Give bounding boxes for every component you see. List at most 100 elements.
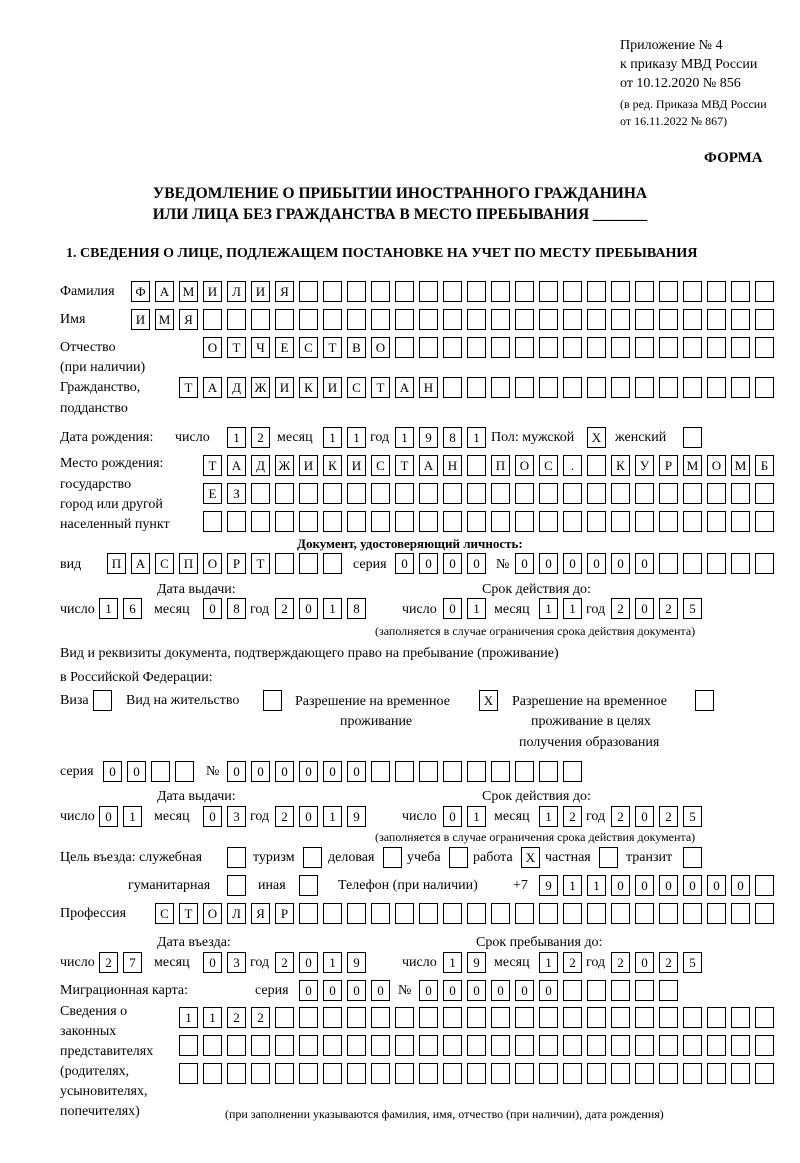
char-box[interactable] [299, 483, 318, 504]
char-box[interactable]: С [299, 337, 318, 358]
char-box[interactable]: 0 [539, 553, 558, 574]
char-box[interactable]: Р [275, 903, 294, 924]
char-box[interactable] [467, 337, 486, 358]
char-box[interactable] [371, 1063, 390, 1084]
char-box[interactable] [419, 761, 438, 782]
char-box[interactable] [563, 483, 582, 504]
char-box[interactable] [539, 1035, 558, 1056]
char-box[interactable] [251, 1035, 270, 1056]
char-box[interactable]: Т [251, 553, 270, 574]
char-box[interactable] [683, 377, 702, 398]
char-box[interactable]: А [227, 455, 246, 476]
char-box[interactable]: 0 [443, 806, 462, 827]
char-box[interactable] [587, 1063, 606, 1084]
char-box[interactable]: 9 [347, 806, 366, 827]
char-box[interactable]: Б [755, 455, 774, 476]
checkbox[interactable]: X [479, 690, 498, 711]
char-box[interactable] [179, 1063, 198, 1084]
checkbox[interactable] [695, 690, 714, 711]
char-box[interactable] [515, 309, 534, 330]
char-box[interactable] [299, 1035, 318, 1056]
char-box[interactable] [323, 309, 342, 330]
char-box[interactable] [563, 980, 582, 1001]
char-box[interactable] [587, 903, 606, 924]
char-box[interactable]: 9 [467, 952, 486, 973]
char-box[interactable] [635, 1035, 654, 1056]
char-box[interactable] [515, 483, 534, 504]
char-box[interactable]: Т [179, 377, 198, 398]
char-box[interactable] [371, 761, 390, 782]
char-box[interactable] [563, 511, 582, 532]
char-box[interactable] [563, 337, 582, 358]
char-box[interactable]: 0 [227, 761, 246, 782]
char-box[interactable]: 0 [731, 875, 750, 896]
char-box[interactable]: Н [419, 377, 438, 398]
char-box[interactable]: Р [659, 455, 678, 476]
char-box[interactable] [443, 483, 462, 504]
char-box[interactable]: О [203, 337, 222, 358]
char-box[interactable] [707, 377, 726, 398]
char-box[interactable] [467, 309, 486, 330]
char-box[interactable] [419, 337, 438, 358]
char-box[interactable]: 2 [611, 598, 630, 619]
char-box[interactable] [731, 1007, 750, 1028]
char-box[interactable]: 2 [659, 952, 678, 973]
char-box[interactable]: 1 [539, 806, 558, 827]
char-box[interactable]: 0 [323, 980, 342, 1001]
char-box[interactable]: В [347, 337, 366, 358]
char-box[interactable] [323, 511, 342, 532]
char-box[interactable]: И [347, 455, 366, 476]
char-box[interactable] [467, 511, 486, 532]
char-box[interactable]: Т [395, 455, 414, 476]
char-box[interactable] [755, 1007, 774, 1028]
char-box[interactable]: А [155, 281, 174, 302]
char-box[interactable]: 9 [419, 427, 438, 448]
char-box[interactable] [683, 1007, 702, 1028]
char-box[interactable]: 0 [515, 553, 534, 574]
char-box[interactable] [707, 1007, 726, 1028]
char-box[interactable] [587, 1007, 606, 1028]
char-box[interactable] [611, 1035, 630, 1056]
char-box[interactable] [587, 281, 606, 302]
char-box[interactable]: Т [203, 455, 222, 476]
checkbox[interactable] [449, 847, 468, 868]
char-box[interactable] [635, 903, 654, 924]
char-box[interactable]: 0 [635, 875, 654, 896]
char-box[interactable] [515, 1007, 534, 1028]
char-box[interactable]: 2 [251, 1007, 270, 1028]
char-box[interactable] [731, 553, 750, 574]
char-box[interactable] [539, 1063, 558, 1084]
char-box[interactable] [275, 553, 294, 574]
char-box[interactable]: 1 [99, 598, 118, 619]
char-box[interactable]: 0 [491, 980, 510, 1001]
char-box[interactable] [683, 553, 702, 574]
char-box[interactable] [275, 1063, 294, 1084]
char-box[interactable] [323, 553, 342, 574]
char-box[interactable]: Ж [275, 455, 294, 476]
char-box[interactable]: 1 [563, 598, 582, 619]
char-box[interactable]: 1 [539, 952, 558, 973]
char-box[interactable] [587, 377, 606, 398]
char-box[interactable]: 1 [179, 1007, 198, 1028]
char-box[interactable]: К [323, 455, 342, 476]
char-box[interactable]: 8 [227, 598, 246, 619]
char-box[interactable]: . [563, 455, 582, 476]
char-box[interactable]: 0 [99, 806, 118, 827]
char-box[interactable] [515, 761, 534, 782]
char-box[interactable] [707, 309, 726, 330]
char-box[interactable]: 0 [203, 952, 222, 973]
char-box[interactable]: 0 [635, 598, 654, 619]
char-box[interactable]: 1 [467, 427, 486, 448]
char-box[interactable]: 2 [275, 806, 294, 827]
char-box[interactable] [179, 1035, 198, 1056]
checkbox[interactable] [303, 847, 322, 868]
char-box[interactable] [659, 553, 678, 574]
char-box[interactable]: Я [251, 903, 270, 924]
char-box[interactable]: О [203, 903, 222, 924]
char-box[interactable]: 0 [323, 761, 342, 782]
char-box[interactable]: 1 [467, 806, 486, 827]
char-box[interactable]: 0 [443, 980, 462, 1001]
char-box[interactable]: Е [203, 483, 222, 504]
char-box[interactable] [707, 511, 726, 532]
char-box[interactable] [707, 337, 726, 358]
